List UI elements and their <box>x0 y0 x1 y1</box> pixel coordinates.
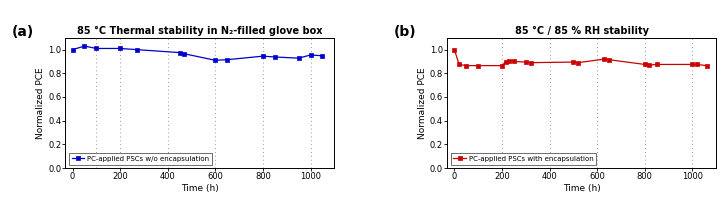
PC-applied PSCs w/o encapsulation <box>68 48 77 51</box>
PC-applied PSCs with encapsulation <box>510 60 518 63</box>
PC-applied PSCs with encapsulation <box>450 48 459 51</box>
PC-applied PSCs w/o encapsulation <box>132 48 141 51</box>
PC-applied PSCs w/o encapsulation <box>116 47 124 50</box>
Legend: PC-applied PSCs with encapsulation: PC-applied PSCs with encapsulation <box>451 153 596 164</box>
PC-applied PSCs with encapsulation <box>600 58 608 60</box>
Legend: PC-applied PSCs w/o encapsulation: PC-applied PSCs w/o encapsulation <box>69 153 212 164</box>
PC-applied PSCs with encapsulation <box>702 64 711 67</box>
PC-applied PSCs w/o encapsulation <box>180 52 189 55</box>
Text: (a): (a) <box>12 25 34 39</box>
PC-applied PSCs with encapsulation <box>521 61 530 63</box>
Text: (b): (b) <box>393 25 416 39</box>
PC-applied PSCs w/o encapsulation <box>306 54 315 56</box>
Title: 85 °C / 85 % RH stability: 85 °C / 85 % RH stability <box>515 26 648 36</box>
PC-applied PSCs w/o encapsulation <box>294 57 303 59</box>
PC-applied PSCs w/o encapsulation <box>318 55 326 57</box>
PC-applied PSCs with encapsulation <box>640 63 649 66</box>
PC-applied PSCs with encapsulation <box>605 58 614 61</box>
Y-axis label: Normalized PCE: Normalized PCE <box>36 67 45 139</box>
Y-axis label: Normalized PCE: Normalized PCE <box>418 67 427 139</box>
PC-applied PSCs with encapsulation <box>501 61 510 63</box>
PC-applied PSCs w/o encapsulation <box>175 51 184 54</box>
PC-applied PSCs w/o encapsulation <box>270 56 279 58</box>
PC-applied PSCs with encapsulation <box>497 64 506 67</box>
PC-applied PSCs with encapsulation <box>462 64 470 67</box>
X-axis label: Time (h): Time (h) <box>181 184 219 193</box>
Title: 85 °C Thermal stability in N₂-filled glove box: 85 °C Thermal stability in N₂-filled glo… <box>77 26 323 36</box>
PC-applied PSCs w/o encapsulation <box>92 47 101 50</box>
PC-applied PSCs with encapsulation <box>652 63 661 66</box>
PC-applied PSCs with encapsulation <box>505 60 513 62</box>
Line: PC-applied PSCs with encapsulation: PC-applied PSCs with encapsulation <box>452 48 709 68</box>
Line: PC-applied PSCs w/o encapsulation: PC-applied PSCs w/o encapsulation <box>71 44 324 62</box>
PC-applied PSCs with encapsulation <box>645 64 654 66</box>
PC-applied PSCs with encapsulation <box>693 63 702 66</box>
PC-applied PSCs w/o encapsulation <box>211 59 220 62</box>
PC-applied PSCs w/o encapsulation <box>223 58 232 61</box>
PC-applied PSCs with encapsulation <box>526 61 535 64</box>
PC-applied PSCs w/o encapsulation <box>80 45 89 47</box>
PC-applied PSCs with encapsulation <box>574 61 582 64</box>
PC-applied PSCs w/o encapsulation <box>259 55 268 57</box>
PC-applied PSCs with encapsulation <box>474 64 483 67</box>
PC-applied PSCs with encapsulation <box>455 63 464 66</box>
X-axis label: Time (h): Time (h) <box>563 184 601 193</box>
PC-applied PSCs with encapsulation <box>688 63 696 66</box>
PC-applied PSCs with encapsulation <box>569 61 578 63</box>
